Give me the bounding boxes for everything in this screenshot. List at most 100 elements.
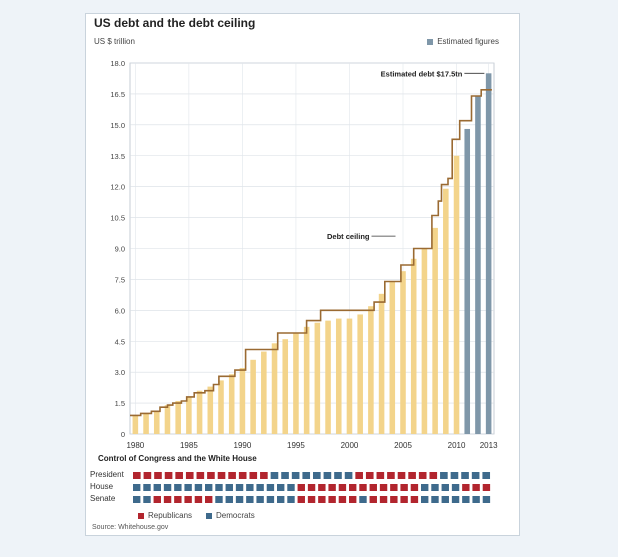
control-cell xyxy=(184,496,192,503)
control-cell xyxy=(249,472,258,479)
control-cell xyxy=(334,472,342,479)
control-cell xyxy=(418,472,427,479)
estimated-bar xyxy=(464,128,471,434)
control-cell xyxy=(472,484,480,491)
x-tick-label: 1995 xyxy=(287,441,305,450)
control-cell xyxy=(307,496,316,503)
control-cell xyxy=(482,472,491,479)
debt-ceiling-label: Debt ceiling xyxy=(327,232,370,241)
x-tick-label: 2000 xyxy=(341,441,359,450)
control-row-label: President xyxy=(90,470,125,479)
debt-bar xyxy=(132,415,139,434)
debt-bar xyxy=(325,320,331,434)
control-cell xyxy=(421,496,429,503)
control-cell xyxy=(313,472,321,479)
debt-bar xyxy=(175,401,181,434)
control-cell xyxy=(133,484,141,491)
control-cell xyxy=(291,472,300,479)
control-cell xyxy=(451,496,460,503)
x-tick-label: 2013 xyxy=(480,441,498,450)
control-cell xyxy=(338,496,347,503)
control-cell xyxy=(174,484,182,491)
control-cell xyxy=(185,472,194,479)
y-tick-label: 12.0 xyxy=(110,183,125,192)
control-cell xyxy=(133,496,141,503)
control-cell xyxy=(302,472,311,479)
y-tick-label: 18.0 xyxy=(110,59,125,68)
y-axis-unit-label: US $ trillion xyxy=(94,37,135,46)
control-cell xyxy=(143,496,151,503)
debt-chart: 0 1.5 3.0 4.5 6.0 7.5 9.0 10.5 12.0 13.5 15.0 16.5 1… xyxy=(90,59,498,503)
republican-swatch xyxy=(138,512,144,519)
estimated-bar xyxy=(475,95,481,434)
control-cell xyxy=(260,472,268,479)
control-cell xyxy=(287,496,295,503)
control-cell xyxy=(400,484,408,491)
control-cell xyxy=(440,472,448,479)
y-tick-label: 4.5 xyxy=(115,337,125,346)
control-cell xyxy=(369,496,377,503)
control-row-label: Senate xyxy=(90,494,116,503)
debt-ceiling-step-line xyxy=(130,89,492,417)
source-note: Source: Whitehouse.gov xyxy=(92,524,169,531)
control-cell xyxy=(462,496,470,503)
debt-bar xyxy=(153,411,160,434)
debt-bar xyxy=(357,314,363,434)
control-cell xyxy=(349,496,357,503)
control-cell xyxy=(369,484,377,491)
control-cell xyxy=(349,484,357,491)
x-tick-label: 1980 xyxy=(126,441,144,450)
debt-bar xyxy=(293,333,299,434)
party-legend: Republicans Democrats xyxy=(138,511,255,520)
estimated-bar xyxy=(485,73,492,435)
control-cell xyxy=(225,496,233,503)
control-cell xyxy=(205,496,213,503)
debt-bar xyxy=(250,359,256,434)
estimated-debt-label: Estimated debt $17.5tn xyxy=(381,69,463,78)
control-cell xyxy=(359,496,367,503)
control-cell xyxy=(482,496,491,503)
y-tick-label: 0 xyxy=(121,430,125,439)
control-cell xyxy=(431,484,439,491)
debt-bar xyxy=(196,390,203,434)
control-cell xyxy=(379,496,388,503)
control-cell xyxy=(471,472,480,479)
control-cell xyxy=(421,484,429,491)
control-cell xyxy=(355,472,363,479)
control-cell xyxy=(297,496,305,503)
control-cell xyxy=(472,496,480,503)
debt-bar xyxy=(421,248,428,434)
control-cell xyxy=(238,472,247,479)
estimated-swatch xyxy=(427,38,434,45)
control-cell xyxy=(287,484,295,491)
chart-panel: US debt and the debt ceiling US $ trilli… xyxy=(85,13,520,536)
control-cell xyxy=(246,484,254,491)
control-cell xyxy=(359,484,367,491)
control-cell xyxy=(328,484,336,491)
control-cell xyxy=(379,484,388,491)
control-cell xyxy=(429,472,438,479)
y-tick-labels: 0 1.5 3.0 4.5 6.0 7.5 9.0 10.5 12.0 13.5 15.0 16.5 1… xyxy=(110,59,125,439)
debt-bar xyxy=(218,380,224,434)
control-cell xyxy=(307,484,316,491)
control-cell xyxy=(153,496,161,503)
control-cell xyxy=(410,496,419,503)
debt-bar xyxy=(228,374,235,434)
legend-democrats-label: Democrats xyxy=(216,511,255,520)
control-cell xyxy=(153,484,161,491)
control-cell xyxy=(281,472,289,479)
control-cell xyxy=(215,484,223,491)
control-cell xyxy=(344,472,353,479)
control-cell xyxy=(228,472,236,479)
x-tick-label: 1985 xyxy=(180,441,198,450)
control-cell xyxy=(266,484,275,491)
control-title: Control of Congress and the White House xyxy=(98,454,257,463)
debt-bar xyxy=(186,396,192,434)
debt-bar xyxy=(207,386,214,434)
debt-bars xyxy=(132,73,492,435)
control-cell xyxy=(338,484,347,491)
debt-bar xyxy=(239,368,246,434)
debt-bar xyxy=(400,271,406,434)
control-cell xyxy=(318,496,326,503)
legend-republicans: Republicans xyxy=(138,511,192,520)
